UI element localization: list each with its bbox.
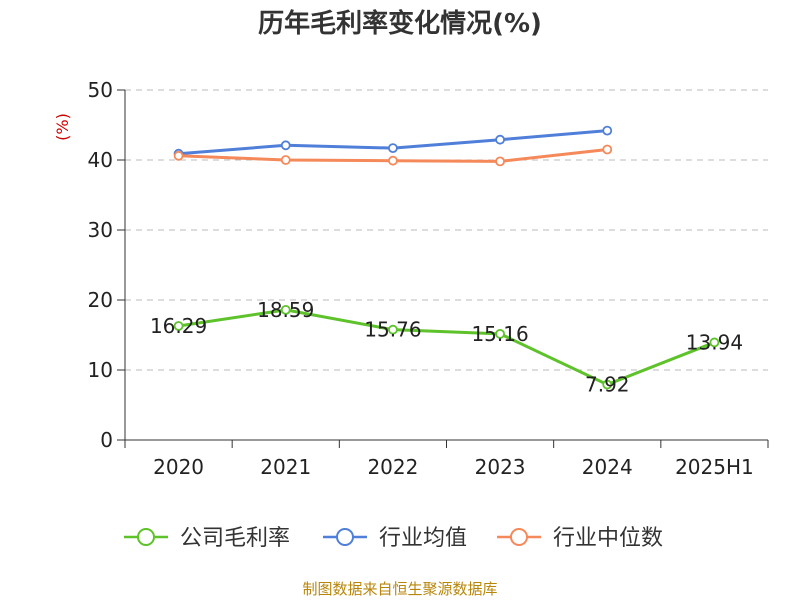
legend-label: 行业中位数 [553,526,663,551]
legend-item[interactable]: 行业均值 [323,526,467,551]
data-point [495,328,505,339]
y-tick-label: 40 [88,148,113,172]
y-unit-label: (%) [53,113,72,141]
y-tick-label: 10 [88,358,113,382]
data-point [602,379,613,390]
x-tick-label: 2021 [260,455,311,479]
data-point [388,324,398,335]
x-tick-label: 2020 [153,455,204,479]
data-label: 7.92 [585,373,630,397]
legend-item[interactable]: 公司毛利率 [124,526,290,551]
x-tick-label: 2024 [582,455,633,479]
x-tick-label: 2025H1 [675,455,754,479]
data-point [602,125,613,136]
data-point [388,143,398,154]
data-label: 18.59 [257,298,314,322]
data-label: 15.76 [364,318,421,342]
source-note: 制图数据来自恒生聚源数据库 [302,580,497,598]
x-tick-label: 2022 [367,455,418,479]
grid-lines [125,89,768,371]
series-line [178,308,715,387]
axes: 0 10 20 30 40 50 2020 2021 2022 2023 2024 2025H1 [88,78,769,479]
data-label: 13.94 [686,330,743,354]
data-label: 16.29 [150,314,207,338]
series-lines [173,125,720,390]
legend-item[interactable]: 行业中位数 [497,526,663,551]
data-point [280,140,291,151]
legend-label: 行业均值 [379,526,467,551]
legend[interactable]: 公司毛利率 行业均值 行业中位数 [124,526,663,551]
legend-swatch-marker [336,528,354,546]
legend-label: 公司毛利率 [180,526,290,551]
legend-swatch-marker [510,528,528,546]
data-point [495,134,505,145]
data-point [173,150,184,161]
chart-title: 历年毛利率变化情况(%) [258,8,542,39]
data-point [388,155,398,166]
data-point [495,156,505,167]
data-point [602,144,613,155]
y-tick-label: 20 [88,288,113,312]
legend-swatch-marker [137,528,155,546]
y-tick-label: 0 [100,428,113,452]
data-label: 15.16 [471,322,528,346]
data-point [280,155,291,165]
y-tick-label: 50 [88,78,113,102]
data-labels: 16.29 18.59 15.76 15.16 7.92 13.94 [150,298,743,397]
x-tick-label: 2023 [475,455,526,479]
y-tick-label: 30 [88,218,113,242]
data-point [173,321,184,331]
data-point [709,337,720,348]
data-point [280,304,291,315]
